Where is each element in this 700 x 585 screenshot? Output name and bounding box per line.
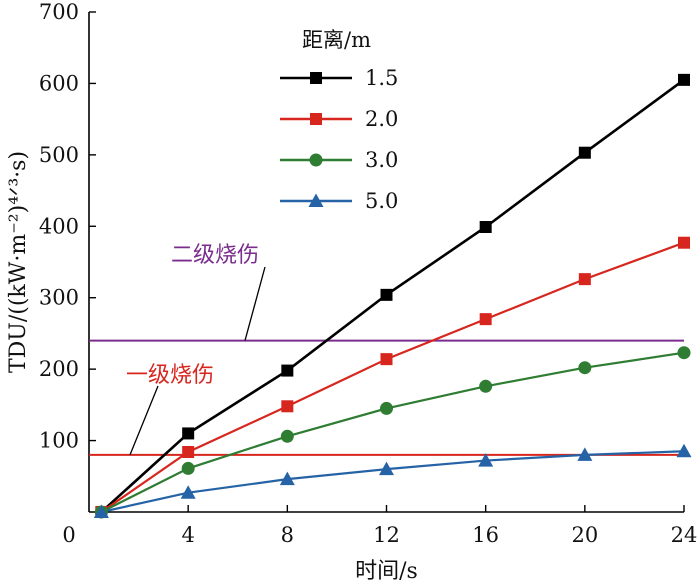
legend-label: 2.0 <box>365 107 398 131</box>
legend-marker-3.0 <box>309 153 323 167</box>
x-tick-label: 8 <box>281 523 294 547</box>
y-tick-label: 400 <box>39 214 79 238</box>
legend-title: 距离/m <box>302 28 371 52</box>
threshold-leader-line <box>244 266 266 341</box>
data-point-1.5 <box>380 288 393 301</box>
y-tick-label: 500 <box>39 143 79 167</box>
data-point-3.0 <box>280 429 294 443</box>
legend-marker-2.0 <box>310 113 322 125</box>
data-point-2.0 <box>578 273 591 286</box>
legend: 距离/m 1.5 2.0 3.0 5.0 <box>280 28 398 213</box>
legend-label: 3.0 <box>365 148 398 172</box>
data-point-5.0 <box>577 447 593 461</box>
x-tick-label: 24 <box>671 523 698 547</box>
data-point-5.0 <box>676 443 692 458</box>
series-line-5.0 <box>101 450 685 514</box>
data-point-2.0 <box>281 400 294 413</box>
y-tick-label: 700 <box>39 0 79 24</box>
data-point-5.0 <box>379 461 394 476</box>
x-axis-title: 时间/s <box>355 559 418 584</box>
legend-label: 5.0 <box>365 189 398 213</box>
x-tick-label: 4 <box>181 523 194 547</box>
data-point-3.0 <box>578 361 592 375</box>
threshold-leader-line <box>129 385 159 456</box>
y-tick-label: 200 <box>39 357 79 381</box>
data-point-2.0 <box>479 313 492 326</box>
x-tick-label: 12 <box>373 523 400 547</box>
data-point-1.5 <box>678 73 690 86</box>
series-lines <box>93 73 692 519</box>
legend-marker-1.5 <box>310 72 322 84</box>
data-point-5.0 <box>478 453 494 467</box>
legend-marker-5.0 <box>308 193 324 207</box>
y-tick-label: 300 <box>39 286 79 310</box>
data-point-1.5 <box>281 364 294 377</box>
y-axis-title: TDU/((kW·m⁻²)⁴ᐟ³·s) <box>6 151 31 373</box>
y-tick-label: 100 <box>39 429 79 453</box>
data-point-3.0 <box>181 461 195 475</box>
axes: 0 4 8 12 16 20 24 100 200 300 400 500 600 700 时间/s TDU/… <box>6 0 697 584</box>
data-point-3.0 <box>380 401 393 415</box>
x-tick-label: 16 <box>472 523 499 547</box>
data-point-2.0 <box>380 353 393 366</box>
data-point-1.5 <box>479 221 492 233</box>
data-point-2.0 <box>182 446 195 458</box>
y-tick-label: 600 <box>39 71 79 95</box>
threshold-label: 一级烧伤 <box>126 363 214 388</box>
data-point-1.5 <box>578 146 591 159</box>
legend-label: 1.5 <box>365 66 398 90</box>
x-tick-label: 20 <box>571 523 598 547</box>
data-point-5.0 <box>93 504 109 518</box>
data-point-1.5 <box>182 427 195 440</box>
data-point-3.0 <box>677 346 691 360</box>
data-point-2.0 <box>678 236 690 249</box>
x-tick-label: 0 <box>62 523 75 547</box>
threshold-label: 二级烧伤 <box>171 243 259 268</box>
data-point-5.0 <box>180 485 196 499</box>
data-point-5.0 <box>279 471 295 486</box>
data-point-3.0 <box>479 379 493 393</box>
